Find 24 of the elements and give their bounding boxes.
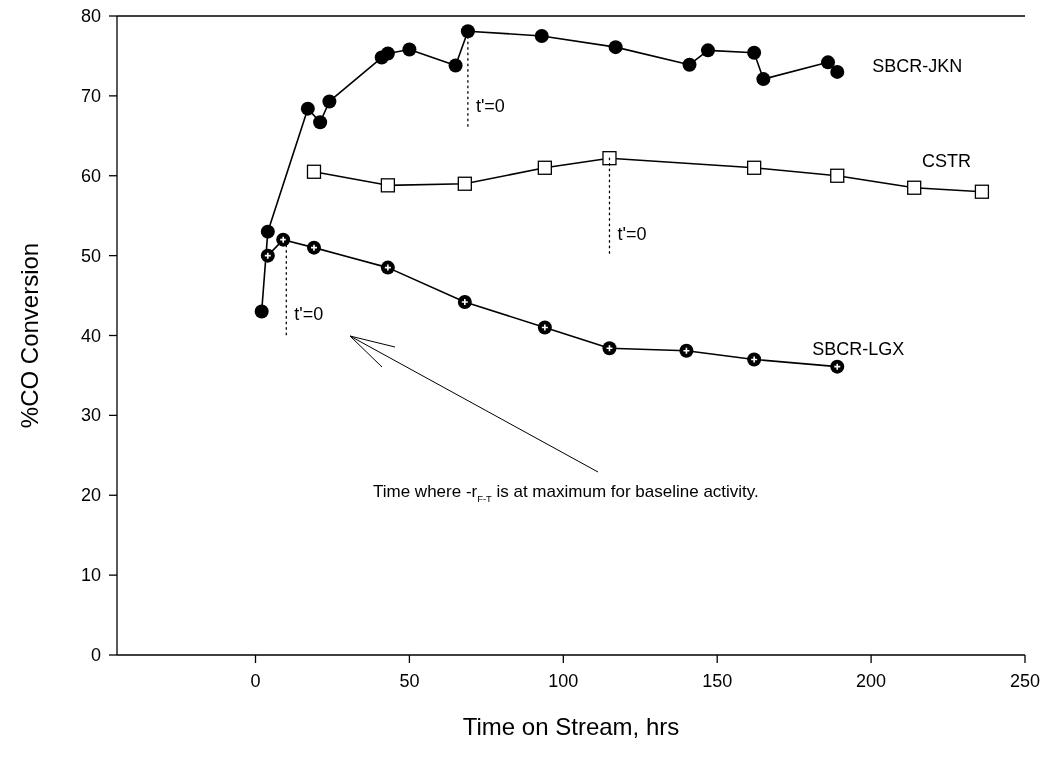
series-label: CSTR — [921, 150, 971, 171]
y-tick-label: 60 — [80, 165, 101, 186]
y-tick-label: 40 — [80, 325, 101, 346]
annotation: t'=0 — [475, 95, 505, 116]
x-tick-label: 150 — [702, 671, 733, 691]
annotation: Time where -r$_{F-T}$ is at maximum for baseline activity. — [373, 482, 759, 504]
x-axis-title: Time on Stream, hrs — [462, 713, 680, 740]
series-label: SBCR-LGX — [812, 338, 905, 359]
y-tick-label: 20 — [80, 485, 101, 506]
x-tick-label: 0 — [250, 671, 261, 691]
x-tick-label: 50 — [399, 671, 420, 691]
y-tick-label: 0 — [90, 645, 101, 665]
y-tick-label: 30 — [80, 405, 101, 426]
x-tick-label: 200 — [856, 671, 887, 691]
annotation: t'=0 — [294, 303, 324, 324]
x-tick-label: 250 — [1009, 671, 1041, 691]
y-tick-label: 50 — [80, 245, 101, 266]
series-label: SBCR-JKN — [872, 55, 963, 76]
y-tick-label: 70 — [80, 85, 101, 106]
y-tick-label: 80 — [80, 6, 101, 26]
y-axis-title: %CO Conversion — [16, 242, 43, 429]
x-tick-label: 100 — [548, 671, 579, 691]
y-tick-label: 10 — [80, 565, 101, 586]
annotation: t'=0 — [617, 223, 647, 244]
